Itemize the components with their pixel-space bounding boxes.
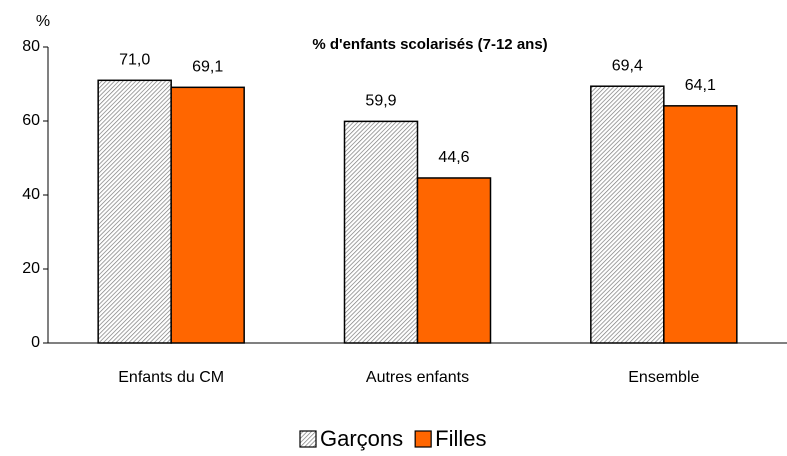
value-label: 69,4 <box>612 57 643 74</box>
y-axis-label: % <box>36 13 50 30</box>
bar <box>663 105 738 344</box>
legend-label: Filles <box>435 426 486 451</box>
y-tick-label: 60 <box>22 112 40 129</box>
value-label: 44,6 <box>438 149 469 166</box>
y-tick-label: 40 <box>22 186 40 203</box>
bar <box>97 79 172 344</box>
value-label: 64,1 <box>685 77 716 94</box>
x-tick-label: Autres enfants <box>366 369 469 386</box>
y-tick-label: 80 <box>22 38 40 55</box>
x-tick-label: Enfants du CM <box>118 369 224 386</box>
bar <box>343 120 419 344</box>
legend-swatch <box>414 430 432 448</box>
value-label: 69,1 <box>192 59 223 76</box>
legend-swatch <box>299 430 317 448</box>
y-tick-label: 20 <box>22 260 40 277</box>
value-label: 71,0 <box>119 52 150 69</box>
y-tick-label: 0 <box>31 334 40 351</box>
bar <box>590 85 665 344</box>
legend-label: Garçons <box>320 426 403 451</box>
bar <box>416 177 492 344</box>
value-label: 59,9 <box>365 93 396 110</box>
bar <box>170 86 245 344</box>
x-tick-label: Ensemble <box>628 369 699 386</box>
chart-title: % d'enfants scolarisés (7-12 ans) <box>312 36 547 53</box>
